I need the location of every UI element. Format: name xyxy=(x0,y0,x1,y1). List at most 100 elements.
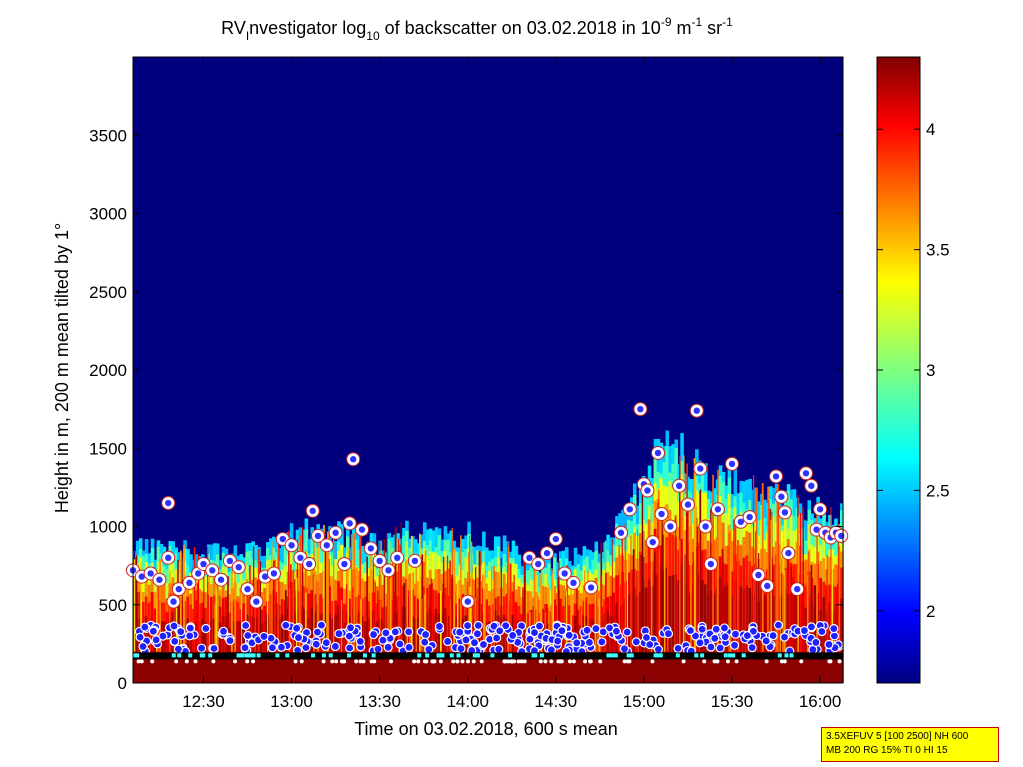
lower-marker xyxy=(462,621,473,631)
surface-dot xyxy=(321,659,326,664)
surface-marker xyxy=(613,653,618,658)
lower-marker xyxy=(799,625,810,636)
upper-marker xyxy=(626,506,634,513)
surface-marker xyxy=(490,653,495,658)
lower-marker xyxy=(742,631,752,641)
lower-marker xyxy=(494,644,504,654)
lower-marker xyxy=(817,626,827,637)
surface-dot xyxy=(764,659,769,664)
surface-dot xyxy=(136,659,141,664)
upper-marker xyxy=(654,449,662,457)
surface-marker xyxy=(694,653,699,658)
upper-marker xyxy=(156,576,163,583)
lower-marker xyxy=(330,641,340,652)
lower-marker xyxy=(404,642,414,652)
lower-marker xyxy=(292,623,302,633)
surface-marker xyxy=(655,653,660,658)
lower-marker xyxy=(225,635,235,646)
upper-marker xyxy=(535,560,542,568)
lower-marker xyxy=(695,638,705,648)
y-axis-ticks: 0 500 1000 1500 2000 2500 3000 3500 xyxy=(89,126,843,693)
surface-line xyxy=(132,652,843,664)
x-tick-label: 15:30 xyxy=(711,692,754,711)
lower-marker xyxy=(148,626,158,636)
layer-cell xyxy=(609,615,613,683)
lower-marker xyxy=(653,644,664,654)
surface-marker xyxy=(135,653,140,658)
title-instrument-subscript: I xyxy=(246,29,249,43)
lower-marker xyxy=(301,643,311,653)
layer-cell xyxy=(612,616,616,683)
y-tick-label: 500 xyxy=(99,596,127,615)
layer-cell xyxy=(390,618,394,683)
cloud-base-markers-lower xyxy=(134,620,844,657)
title-name-rest: nvestigator xyxy=(249,18,337,38)
upper-marker xyxy=(165,499,172,507)
lower-marker xyxy=(158,631,168,641)
surface-marker xyxy=(417,653,422,658)
surface-marker xyxy=(508,653,513,658)
surface-marker xyxy=(177,653,182,658)
surface-dot xyxy=(583,659,588,664)
lower-marker xyxy=(241,620,251,631)
y-tick-label: 2500 xyxy=(89,283,127,302)
lower-marker xyxy=(598,627,608,637)
upper-marker xyxy=(587,584,595,591)
upper-marker xyxy=(217,576,225,583)
surface-dot xyxy=(588,659,593,664)
layer-cell xyxy=(840,598,844,683)
lower-marker xyxy=(720,632,730,642)
surface-marker xyxy=(531,653,536,658)
upper-marker xyxy=(147,570,154,577)
layer-cell xyxy=(659,563,664,683)
surface-dot xyxy=(438,659,443,664)
surface-marker xyxy=(784,653,789,658)
upper-marker xyxy=(367,545,375,552)
surface-marker xyxy=(328,653,333,658)
chart-title: RVInvestigator log10 of backscatter on 03.… xyxy=(221,15,733,43)
lower-marker xyxy=(355,636,365,647)
surface-marker xyxy=(723,653,728,658)
lower-marker xyxy=(553,636,563,646)
layer-cell xyxy=(816,593,820,683)
x-tick-label: 14:00 xyxy=(446,692,489,711)
lower-marker xyxy=(240,643,250,653)
layer-cell xyxy=(541,620,545,683)
lower-marker xyxy=(455,627,465,637)
surface-dot xyxy=(174,659,179,664)
surface-marker xyxy=(188,653,193,658)
title-exponent-3: -1 xyxy=(722,15,733,29)
layer-cell xyxy=(627,594,631,683)
upper-marker xyxy=(778,493,785,500)
upper-marker xyxy=(561,570,568,577)
surface-line-bar xyxy=(133,652,843,660)
layer-cell xyxy=(331,618,335,683)
surface-marker xyxy=(132,653,137,658)
lower-marker xyxy=(170,636,180,646)
lower-marker xyxy=(345,623,356,633)
colorbar: 2 2.5 3 3.5 4 xyxy=(876,56,950,684)
colorbar-tick-label: 3.5 xyxy=(926,241,950,260)
y-axis-label: Height in m, 200 m mean tilted by 1° xyxy=(52,223,72,513)
upper-marker xyxy=(746,513,753,521)
surface-marker xyxy=(438,653,443,658)
surface-dot xyxy=(715,659,720,664)
upper-marker xyxy=(658,510,665,518)
lower-marker xyxy=(806,622,817,632)
lower-marker xyxy=(697,624,707,634)
lower-marker xyxy=(501,621,511,631)
upper-marker xyxy=(297,554,304,561)
upper-marker xyxy=(332,529,339,536)
lower-marker xyxy=(218,626,229,636)
layer-cell xyxy=(615,603,619,683)
upper-marker xyxy=(279,535,286,543)
upper-marker xyxy=(543,549,551,557)
y-tick-label: 0 xyxy=(118,674,127,693)
layer-cell xyxy=(319,614,323,683)
x-tick-label: 12:30 xyxy=(182,692,225,711)
lower-marker xyxy=(710,633,720,643)
surface-marker xyxy=(472,653,477,658)
upper-marker xyxy=(675,482,683,490)
upper-marker xyxy=(411,557,419,565)
upper-marker xyxy=(376,557,383,565)
